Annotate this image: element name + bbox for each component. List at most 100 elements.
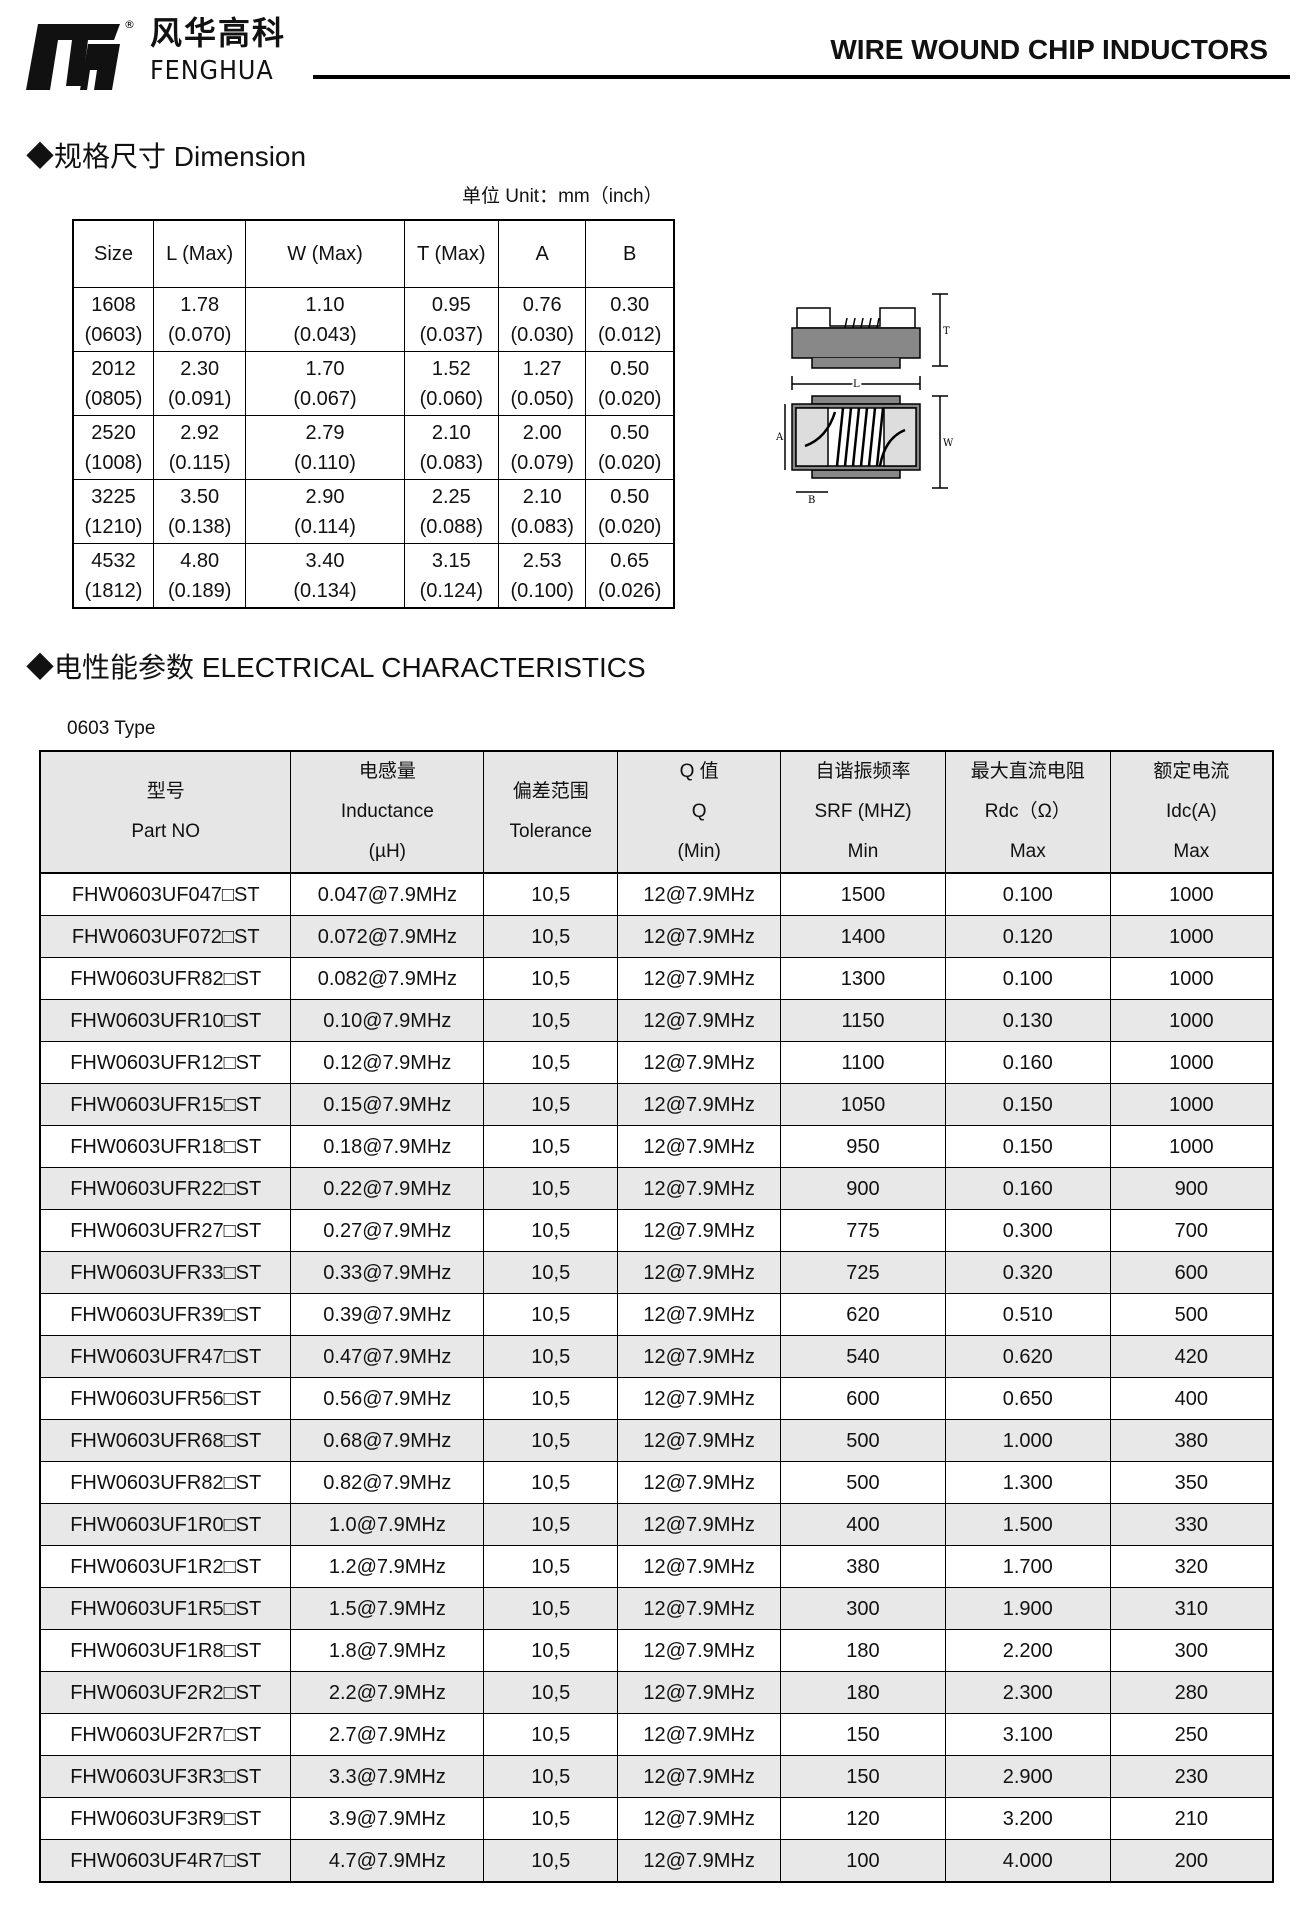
table-cell: 1000 — [1109, 957, 1274, 1000]
table-cell: 0.18@7.9MHz — [290, 1125, 485, 1168]
electrical-table-header: 型号 Part NO 电感量 Inductance (µH) 偏差范围 Tolerance Q… — [39, 750, 1274, 874]
table-cell: 12@7.9MHz — [617, 1545, 782, 1588]
table-cell: 0.650 — [944, 1377, 1111, 1420]
dimension-header-cell: Size — [72, 219, 155, 288]
dimension-cell: 4532 (1812) — [72, 543, 155, 609]
table-cell: 150 — [780, 1755, 946, 1798]
table-cell: 300 — [1109, 1629, 1274, 1672]
table-cell: 700 — [1109, 1209, 1274, 1252]
dimension-value: 2.00 — [522, 421, 562, 444]
table-cell: 12@7.9MHz — [617, 872, 782, 916]
table-row: FHW0603UF1R2□ST 1.2@7.9MHz 10,5 12@7.9MHz 38… — [39, 1545, 1274, 1588]
table-cell: 200 — [1109, 1839, 1274, 1883]
table-cell: 0.68@7.9MHz — [290, 1419, 485, 1462]
table-cell: 500 — [1109, 1293, 1274, 1336]
table-cell: 1000 — [1109, 1125, 1274, 1168]
table-cell: 1000 — [1109, 999, 1274, 1042]
table-row: FHW0603UFR27□ST 0.27@7.9MHz 10,5 12@7.9MHz 7… — [39, 1209, 1274, 1252]
table-cell: 400 — [1109, 1377, 1274, 1420]
table-cell: 180 — [780, 1671, 946, 1714]
table-cell: 0.39@7.9MHz — [290, 1293, 485, 1336]
table-cell: 0.33@7.9MHz — [290, 1251, 485, 1294]
table-cell: 300 — [780, 1587, 946, 1630]
header-line: 电感量 — [358, 761, 416, 782]
table-cell: 12@7.9MHz — [617, 1629, 782, 1672]
table-cell: FHW0603UFR22□ST — [39, 1167, 292, 1210]
dimension-row: 1608 (0603) 1.78 (0.070) 1.10 (0.043) 0.95 (0.0… — [72, 287, 675, 352]
table-cell: 12@7.9MHz — [617, 1839, 782, 1883]
table-cell: 0.12@7.9MHz — [290, 1041, 485, 1084]
table-cell: 12@7.9MHz — [617, 1587, 782, 1630]
table-cell: 10,5 — [483, 1041, 619, 1084]
dimension-value: (0.060) — [419, 387, 483, 410]
table-cell: 0.047@7.9MHz — [290, 872, 485, 916]
table-cell: 1.0@7.9MHz — [290, 1503, 485, 1546]
dimension-value: 2.25 — [431, 485, 471, 508]
dimension-value: 1.70 — [305, 357, 345, 380]
dimension-cell: 0.50 (0.020) — [585, 479, 675, 544]
table-cell: 12@7.9MHz — [617, 999, 782, 1042]
table-cell: 0.130 — [944, 999, 1111, 1042]
dimension-cell: 2.90 (0.114) — [245, 479, 405, 544]
table-cell: 4.000 — [944, 1839, 1111, 1883]
dimension-cell: 1608 (0603) — [72, 287, 155, 352]
table-cell: 0.22@7.9MHz — [290, 1167, 485, 1210]
table-row: FHW0603UFR18□ST 0.18@7.9MHz 10,5 12@7.9MHz 9… — [39, 1125, 1274, 1168]
table-row: FHW0603UFR12□ST 0.12@7.9MHz 10,5 12@7.9MHz 1… — [39, 1041, 1274, 1084]
table-cell: 12@7.9MHz — [617, 1755, 782, 1798]
table-cell: FHW0603UFR47□ST — [39, 1335, 292, 1378]
table-cell: 12@7.9MHz — [617, 1083, 782, 1126]
table-row: FHW0603UF2R7□ST 2.7@7.9MHz 10,5 12@7.9MHz 15… — [39, 1713, 1274, 1756]
table-cell: 0.120 — [944, 915, 1111, 958]
table-cell: 10,5 — [483, 1587, 619, 1630]
table-cell: FHW0603UFR56□ST — [39, 1377, 292, 1420]
dimension-value: (0.091) — [168, 387, 232, 410]
dimension-row: 2520 (1008) 2.92 (0.115) 2.79 (0.110) 2.10 (0.0… — [72, 415, 675, 480]
table-cell: 0.150 — [944, 1083, 1111, 1126]
dimension-value: 1608 — [91, 293, 136, 316]
dimension-cell: 0.95 (0.037) — [403, 287, 499, 352]
table-row: FHW0603UFR33□ST 0.33@7.9MHz 10,5 12@7.9MHz 7… — [39, 1251, 1274, 1294]
table-cell: 12@7.9MHz — [617, 1377, 782, 1420]
dimension-row: 3225 (1210) 3.50 (0.138) 2.90 (0.114) 2.25 (0.0… — [72, 479, 675, 544]
dimension-cell: 4.80 (0.189) — [153, 543, 247, 609]
dimension-value: (1812) — [84, 579, 143, 602]
dimension-section-title: ◆规格尺寸 Dimension — [26, 141, 307, 172]
table-cell: 12@7.9MHz — [617, 1251, 782, 1294]
table-cell: 380 — [1109, 1419, 1274, 1462]
dimension-value: 2.53 — [522, 549, 562, 572]
table-cell: 350 — [1109, 1461, 1274, 1504]
dimension-value: 0.65 — [610, 549, 650, 572]
table-cell: FHW0603UF1R5□ST — [39, 1587, 292, 1630]
header-line: 偏差范围 — [512, 781, 589, 802]
dimension-cell: 3.50 (0.138) — [153, 479, 247, 544]
dimension-cell: 1.78 (0.070) — [153, 287, 247, 352]
type-label: 0603 Type — [67, 718, 156, 739]
header-line: Max — [1173, 841, 1210, 862]
table-cell: 12@7.9MHz — [617, 1671, 782, 1714]
table-cell: FHW0603UF1R0□ST — [39, 1503, 292, 1546]
table-cell: 10,5 — [483, 1377, 619, 1420]
dimension-value: (0.050) — [510, 387, 574, 410]
header-line: SRF (MHZ) — [814, 801, 912, 822]
dimension-value: 2.30 — [180, 357, 220, 380]
dimension-row: 4532 (1812) 4.80 (0.189) 3.40 (0.134) 3.15 (0.1… — [72, 543, 675, 609]
table-row: FHW0603UFR22□ST 0.22@7.9MHz 10,5 12@7.9MHz 9… — [39, 1167, 1274, 1210]
header-line: 型号 — [146, 781, 185, 802]
table-cell: 950 — [780, 1125, 946, 1168]
table-cell: 600 — [780, 1377, 946, 1420]
table-cell: 180 — [780, 1629, 946, 1672]
label-l: L — [853, 379, 860, 390]
dimension-value: (0.088) — [419, 515, 483, 538]
dimension-value: (1210) — [84, 515, 143, 538]
dimension-value: 2.92 — [180, 421, 220, 444]
table-cell: 10,5 — [483, 1083, 619, 1126]
dimension-cell: 2.30 (0.091) — [153, 351, 247, 416]
table-cell: 600 — [1109, 1251, 1274, 1294]
table-cell: 0.56@7.9MHz — [290, 1377, 485, 1420]
table-cell: 0.27@7.9MHz — [290, 1209, 485, 1252]
table-cell: 10,5 — [483, 872, 619, 916]
dimension-value: 1.10 — [305, 293, 345, 316]
dimension-cell: 2520 (1008) — [72, 415, 155, 480]
dimension-header-cell: A — [497, 219, 587, 288]
